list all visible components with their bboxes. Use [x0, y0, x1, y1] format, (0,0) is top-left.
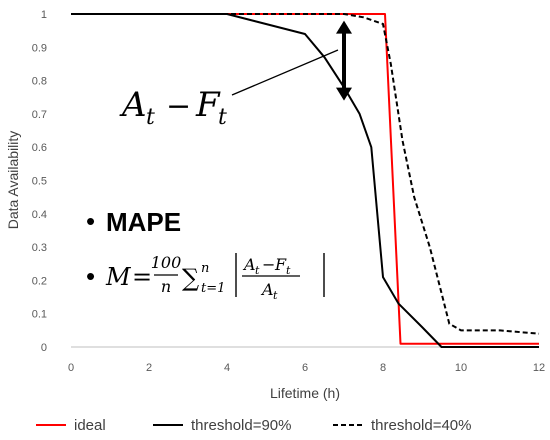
series-line-1 [71, 13, 539, 348]
formula-eq: = [132, 263, 152, 291]
formula-frac-den: A [260, 280, 274, 299]
formula-a: A [119, 85, 147, 125]
mape-formula: • M = 100 n ∑ t=1 n A t − F t A t [86, 253, 325, 302]
legend-label-0: ideal [74, 417, 106, 434]
axes: 0 2 4 6 8 10 12 0 0.1 0.2 0.3 0.4 0.5 0.6 0.7 0.8 0.9 1 [32, 9, 545, 374]
formula-frac-a: A [242, 255, 256, 274]
legend-label-2: threshold=40% [371, 417, 472, 434]
y-tick-label: 1 [41, 9, 47, 21]
x-axis-title: Lifetime (h) [270, 385, 340, 401]
x-tick-label: 6 [302, 362, 308, 374]
y-tick-label: 0.6 [32, 142, 47, 154]
x-tick-label: 4 [224, 362, 230, 374]
y-tick-label: 0.3 [32, 242, 47, 254]
formula-a-sub: t [146, 105, 155, 130]
series-lines [71, 13, 540, 348]
mape-bullet: • [86, 206, 95, 236]
formula-pointer-line [231, 49, 339, 96]
formula-minus: − [166, 89, 191, 124]
y-axis-title: Data Availability [5, 131, 21, 230]
x-tick-label: 2 [146, 362, 152, 374]
formula-bullet: • [86, 261, 95, 291]
x-tick-label: 8 [380, 362, 386, 374]
formula-n: n [161, 277, 171, 296]
y-tick-label: 0.1 [32, 309, 47, 321]
legend-label-1: threshold=90% [191, 417, 292, 434]
formula-frac-f: F [274, 255, 287, 274]
formula-frac-den-sub: t [273, 289, 278, 302]
formula-m: M [105, 263, 132, 291]
formula-sum-lower: t=1 [201, 281, 225, 296]
mape-heading: • MAPE [86, 206, 181, 237]
difference-arrow [336, 20, 352, 101]
arrow-head-down [336, 87, 352, 101]
formula-frac-a-sub: t [255, 264, 260, 277]
formula-f: F [195, 85, 221, 125]
formula-frac-f-sub: t [286, 264, 291, 277]
x-tick-label: 10 [455, 362, 467, 374]
y-tick-label: 0.7 [32, 109, 47, 121]
formula-frac-minus: − [262, 255, 275, 274]
formula-f-sub: t [218, 105, 227, 130]
x-tick-label: 0 [68, 362, 74, 374]
legend: ideal threshold=90% threshold=40% [36, 417, 472, 434]
x-tick-label: 12 [533, 362, 545, 374]
mape-title: MAPE [106, 207, 181, 237]
difference-formula-label: A t − F t [119, 85, 227, 130]
y-tick-label: 0.8 [32, 76, 47, 88]
y-tick-label: 0.2 [32, 275, 47, 287]
formula-sum: ∑ [182, 264, 199, 292]
y-tick-label: 0.4 [32, 209, 47, 221]
y-tick-label: 0.9 [32, 42, 47, 54]
y-tick-label: 0 [41, 342, 47, 354]
formula-sum-upper: n [201, 261, 209, 276]
formula-100: 100 [151, 253, 182, 272]
y-tick-label: 0.5 [32, 176, 47, 188]
series-line-2 [71, 13, 540, 335]
arrow-head-up [336, 20, 352, 34]
